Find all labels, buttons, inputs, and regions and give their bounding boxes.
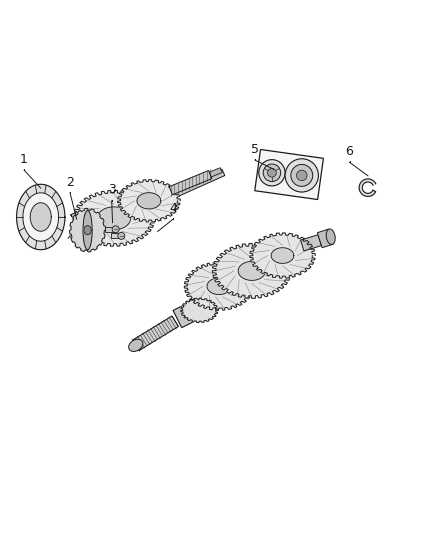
Circle shape — [263, 164, 281, 182]
Text: 2: 2 — [66, 175, 74, 189]
Polygon shape — [173, 304, 195, 328]
Polygon shape — [17, 184, 65, 250]
Polygon shape — [187, 264, 250, 293]
Polygon shape — [71, 213, 90, 237]
Polygon shape — [70, 208, 106, 252]
Polygon shape — [77, 193, 147, 223]
Polygon shape — [23, 193, 59, 241]
Polygon shape — [75, 169, 225, 241]
Polygon shape — [359, 179, 376, 197]
Polygon shape — [71, 210, 103, 238]
Circle shape — [291, 165, 313, 187]
Text: 1: 1 — [20, 153, 28, 166]
Ellipse shape — [83, 211, 92, 250]
Polygon shape — [216, 246, 287, 278]
Polygon shape — [212, 244, 291, 298]
Ellipse shape — [326, 229, 335, 245]
Ellipse shape — [129, 339, 143, 351]
Polygon shape — [137, 193, 161, 209]
Polygon shape — [105, 227, 116, 232]
Polygon shape — [207, 278, 231, 295]
Text: 4: 4 — [169, 202, 177, 215]
Polygon shape — [271, 248, 294, 263]
Text: 6: 6 — [346, 145, 353, 158]
Polygon shape — [30, 203, 51, 231]
Polygon shape — [169, 171, 212, 195]
Text: 5: 5 — [251, 143, 259, 156]
Polygon shape — [250, 233, 315, 278]
Circle shape — [268, 168, 276, 177]
Circle shape — [112, 226, 119, 233]
Polygon shape — [180, 298, 218, 322]
Circle shape — [297, 170, 307, 181]
Polygon shape — [84, 225, 91, 235]
Polygon shape — [238, 261, 265, 280]
Polygon shape — [133, 316, 178, 351]
Polygon shape — [253, 235, 312, 261]
Polygon shape — [209, 168, 222, 177]
Polygon shape — [184, 262, 254, 310]
Polygon shape — [118, 180, 180, 222]
Polygon shape — [121, 182, 176, 204]
Polygon shape — [73, 190, 155, 246]
Polygon shape — [183, 300, 216, 316]
Polygon shape — [111, 233, 121, 238]
Circle shape — [285, 159, 318, 192]
Circle shape — [259, 159, 285, 186]
Polygon shape — [318, 229, 333, 248]
Polygon shape — [300, 235, 321, 251]
Circle shape — [118, 232, 125, 239]
Text: 3: 3 — [108, 183, 116, 197]
Polygon shape — [255, 149, 323, 199]
Polygon shape — [97, 207, 131, 230]
